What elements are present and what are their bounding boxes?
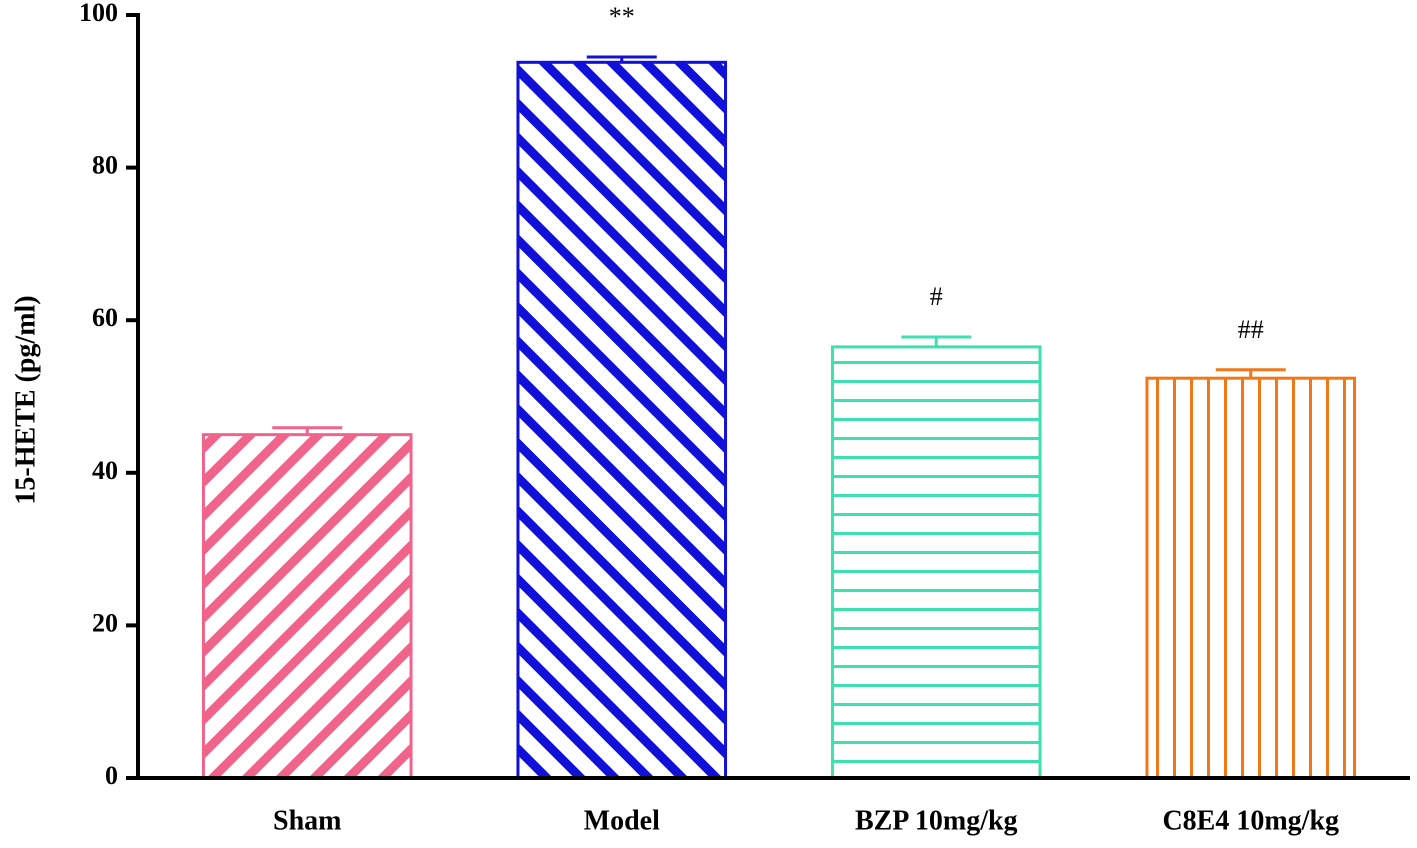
bar bbox=[516, 60, 728, 780]
bar bbox=[1145, 376, 1357, 780]
x-tick-label: C8E4 10mg/kg bbox=[1162, 805, 1339, 836]
x-tick-label: Model bbox=[584, 805, 660, 836]
y-tick-label: 0 bbox=[105, 761, 118, 790]
y-tick-label: 20 bbox=[92, 608, 118, 637]
bar bbox=[201, 433, 413, 780]
y-tick-label: 80 bbox=[92, 151, 118, 180]
y-tick-label: 40 bbox=[92, 456, 118, 485]
error-bar bbox=[586, 55, 657, 63]
error-bar bbox=[1215, 368, 1286, 379]
y-tick-label: 100 bbox=[79, 0, 118, 27]
x-tick-label: BZP 10mg/kg bbox=[855, 805, 1018, 836]
bar bbox=[830, 345, 1042, 780]
significance-label: # bbox=[930, 282, 943, 311]
x-tick-label: Sham bbox=[273, 805, 341, 836]
significance-label: ## bbox=[1238, 315, 1264, 344]
error-bar bbox=[901, 335, 972, 347]
significance-label: ** bbox=[609, 2, 635, 31]
y-axis-title: 15-HETE (pg/ml) bbox=[10, 295, 41, 504]
y-tick-label: 60 bbox=[92, 303, 118, 332]
error-bar bbox=[272, 426, 343, 435]
